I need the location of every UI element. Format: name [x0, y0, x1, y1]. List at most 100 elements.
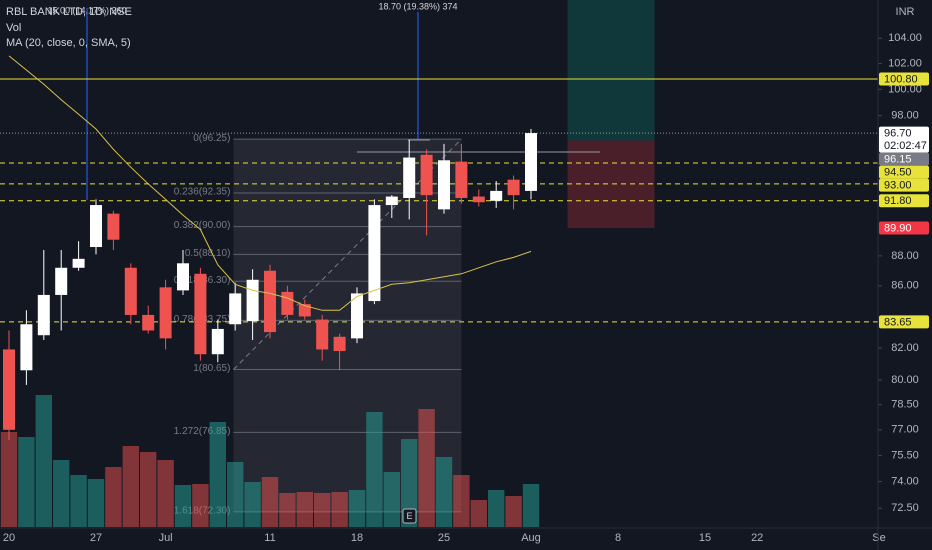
- volume-bar: [122, 446, 139, 527]
- volume-bar: [383, 472, 400, 527]
- x-tick-label: Se: [872, 532, 885, 544]
- candle-body: [159, 287, 172, 339]
- x-tick-label: Jul: [159, 532, 173, 544]
- x-tick-label: 15: [699, 532, 711, 544]
- price-tag-label: 89.90: [884, 222, 912, 234]
- y-tick-label: 104.00: [888, 32, 922, 44]
- y-tick-label: 75.50: [891, 449, 919, 461]
- event-marker: E: [406, 511, 412, 521]
- price-tag: [879, 315, 929, 329]
- volume-bar: [18, 437, 35, 527]
- x-tick-label: Aug: [521, 532, 541, 544]
- y-tick-label: 100.00: [888, 83, 922, 95]
- candle-body: [472, 196, 485, 203]
- candle-body: [3, 349, 15, 430]
- price-tag: [879, 152, 929, 166]
- price-tag: [879, 165, 929, 179]
- candle-body: [124, 267, 137, 315]
- volume-bar: [296, 492, 313, 527]
- price-tag: [879, 72, 929, 86]
- volume-bar: [0, 432, 18, 527]
- volume-bar: [261, 477, 279, 527]
- x-tick-label: 11: [264, 532, 275, 544]
- candle-body: [194, 273, 207, 355]
- ma-line: [8, 55, 532, 311]
- y-tick-label: 72.50: [891, 502, 919, 514]
- y-tick-label: 78.50: [891, 399, 919, 411]
- price-tag-label: 83.65: [884, 316, 912, 328]
- fib-label: 1(80.65): [193, 363, 230, 374]
- candle-body: [333, 336, 346, 352]
- overlay-layer: 15.00 (14.17%) 260 18.70 (19.38%) 374 E 100…: [47, 1, 929, 524]
- candle-body: [107, 213, 120, 240]
- event-marker-box: [402, 508, 417, 524]
- volume-bar: [488, 490, 505, 527]
- price-tag-label: 94.50: [884, 166, 912, 178]
- volume-bar: [453, 475, 470, 527]
- fib-label: 0.382(90.00): [174, 220, 231, 231]
- y-tick-label: 82.00: [891, 342, 919, 354]
- volume-bar: [366, 412, 383, 527]
- candle-body: [37, 294, 50, 336]
- candle-body: [403, 157, 416, 198]
- price-tag: [879, 126, 929, 153]
- candle-body: [177, 263, 189, 291]
- y-tick-label: 86.00: [891, 280, 919, 292]
- candle-body: [438, 160, 450, 210]
- position-target-zone: [567, 0, 655, 141]
- volume-bar: [331, 492, 348, 527]
- price-tag-label: 96.15: [884, 153, 912, 165]
- y-tick-label: 77.00: [891, 424, 919, 436]
- volume-bar: [348, 490, 366, 527]
- candle-body: [420, 154, 433, 196]
- price-tag: [879, 194, 929, 208]
- y-tick-label: 88.00: [891, 250, 919, 262]
- x-tick-label: 8: [615, 532, 621, 544]
- volume-bar: [401, 439, 418, 527]
- candle-body: [507, 179, 520, 196]
- fib-label: 0.5(88.10): [185, 248, 231, 259]
- fib-label: 0(96.25): [193, 133, 230, 144]
- x-tick-label: 18: [351, 532, 363, 544]
- volume-bar: [227, 462, 244, 527]
- volume-bar: [35, 395, 52, 527]
- volume-bar: [522, 484, 540, 527]
- volume-bar: [418, 409, 435, 527]
- candle-body: [229, 293, 242, 325]
- volume-legend: Vol: [6, 22, 21, 34]
- candle-body: [316, 319, 329, 350]
- volume-bar: [105, 467, 122, 527]
- candle-body: [90, 205, 102, 248]
- volume-bar: [279, 493, 296, 527]
- volume-bar: [140, 452, 157, 527]
- volume-bar: [209, 422, 226, 527]
- candle-body: [455, 161, 468, 198]
- candle-body: [298, 304, 311, 317]
- candle-body: [55, 267, 68, 295]
- x-tick-label: 25: [438, 532, 450, 544]
- candle-body: [142, 314, 155, 331]
- price-tag-label: 91.80: [884, 195, 912, 207]
- price-tag-label: 100.80: [884, 73, 918, 85]
- y-tick-label: 80.00: [891, 374, 919, 386]
- volume-bar: [70, 475, 87, 527]
- measure-label: 18.70 (19.38%) 374: [378, 1, 457, 11]
- x-tick-label: 27: [90, 532, 102, 544]
- volume-bar: [435, 457, 453, 527]
- volume-bar: [174, 485, 192, 527]
- volume-bar: [505, 496, 522, 527]
- volume-bar: [157, 460, 174, 527]
- candle-body: [385, 196, 398, 206]
- measure-label: 15.00 (14.17%) 260: [47, 5, 126, 15]
- fib-label: 1.272(76.85): [174, 426, 231, 437]
- candle-body: [246, 279, 259, 322]
- currency-label: INR: [896, 6, 915, 18]
- volume-bar: [244, 482, 261, 527]
- fib-label: 0.236(92.35): [174, 187, 231, 198]
- main-layer: 104.00102.00100.0098.0088.0086.0082.0080…: [0, 32, 922, 544]
- candle-body: [490, 190, 503, 201]
- volume-bar: [470, 500, 487, 527]
- candle-body: [281, 291, 294, 315]
